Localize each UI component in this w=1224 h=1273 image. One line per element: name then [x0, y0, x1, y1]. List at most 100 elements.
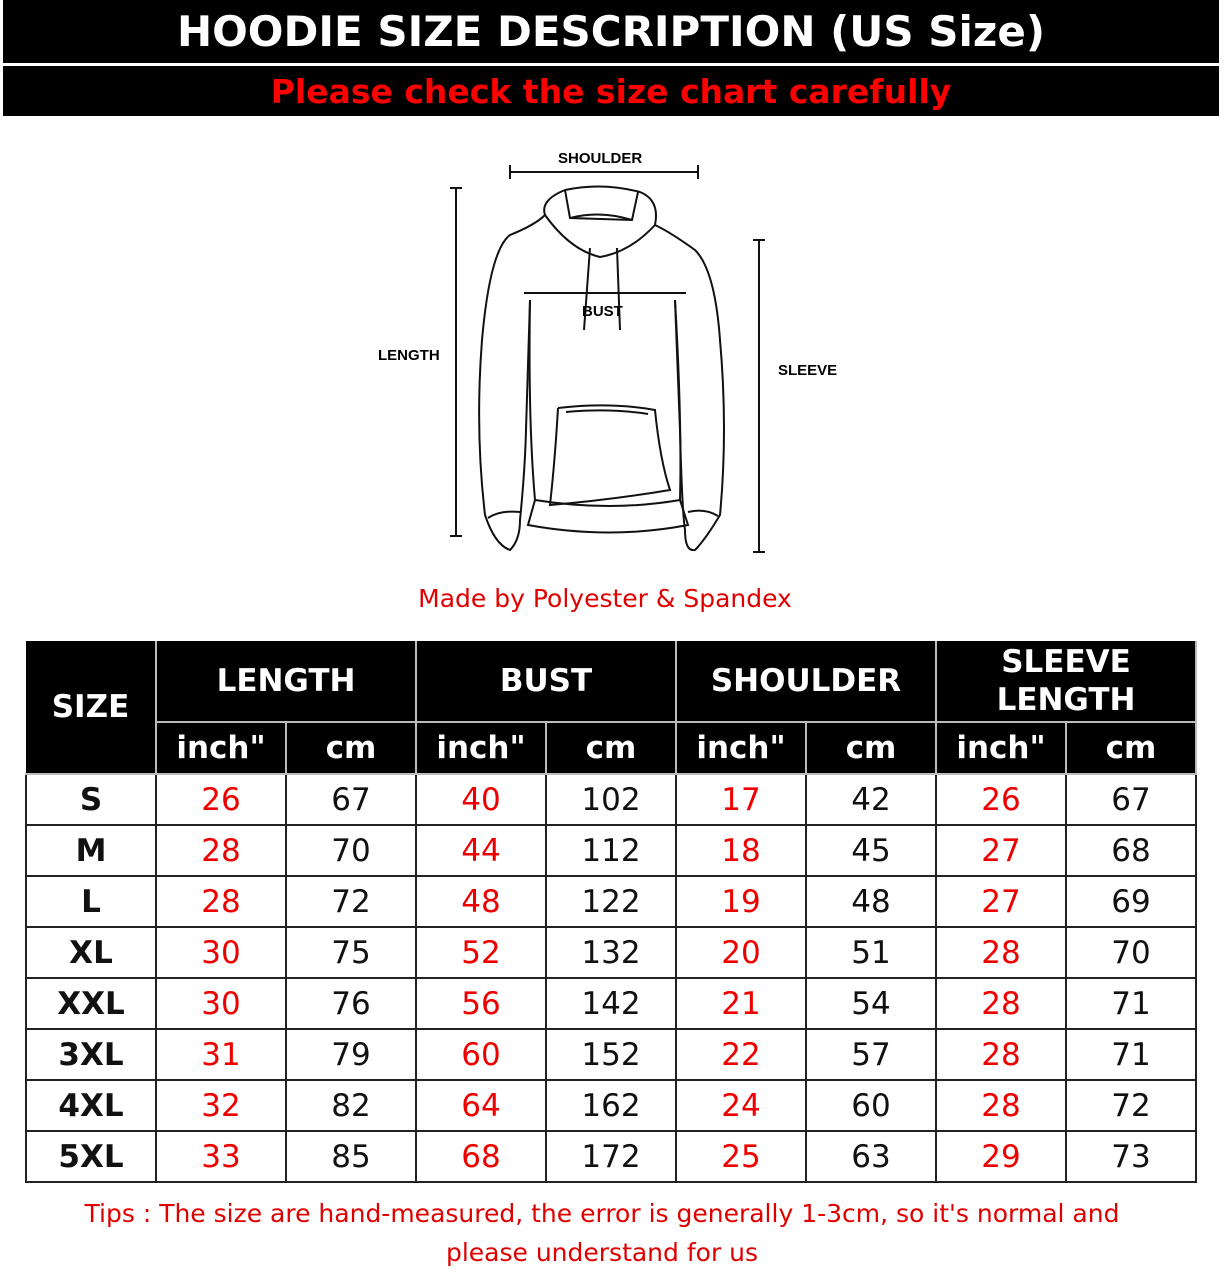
cm-value-cell: 79	[285, 1028, 417, 1081]
cm-value-cell: 152	[545, 1028, 677, 1081]
inch-value-cell: 31	[155, 1028, 287, 1081]
cm-value-cell: 68	[1065, 824, 1197, 877]
inch-value-cell: 17	[675, 773, 807, 826]
inch-value-cell: 28	[935, 1079, 1067, 1132]
inch-value-cell: 30	[155, 926, 287, 979]
inch-value-cell: 32	[155, 1079, 287, 1132]
sleeve-label: SLEEVE	[778, 362, 838, 379]
cm-value-cell: 76	[285, 977, 417, 1030]
size-cell: M	[25, 824, 157, 877]
tips-note: Tips : The size are hand-measured, the e…	[84, 1199, 1120, 1267]
inch-value-cell: 44	[415, 824, 547, 877]
size-header: SIZE	[26, 641, 157, 775]
inch-value-cell: 27	[935, 824, 1067, 877]
cm-value-cell: 63	[805, 1130, 937, 1183]
size-cell: XXL	[25, 977, 157, 1030]
cm-value-cell: 142	[545, 977, 677, 1030]
cm-value-cell: 122	[545, 875, 677, 928]
page-subtitle: Please check the size chart carefully	[3, 66, 1219, 116]
inch-value-cell: 60	[415, 1028, 547, 1081]
cm-value-cell: 51	[805, 926, 937, 979]
size-cell: S	[25, 773, 157, 826]
size-cell: 5XL	[25, 1130, 157, 1183]
unit-cm: cm	[285, 722, 417, 775]
cm-value-cell: 85	[285, 1130, 417, 1183]
sleeve-measure-line	[753, 239, 765, 553]
unit-header-row: inch" cm inch" cm inch" cm inch" cm	[26, 722, 1197, 775]
inch-value-cell: 25	[675, 1130, 807, 1183]
inch-value-cell: 28	[935, 977, 1067, 1030]
inch-value-cell: 26	[155, 773, 287, 826]
table-row: XXL 30 76 56 142 21 54 28 71	[25, 977, 1197, 1030]
length-label: LENGTH	[378, 347, 440, 364]
inch-value-cell: 68	[415, 1130, 547, 1183]
size-cell: 3XL	[25, 1028, 157, 1081]
unit-cm: cm	[545, 722, 677, 775]
cm-value-cell: 112	[545, 824, 677, 877]
inch-value-cell: 24	[675, 1079, 807, 1132]
unit-cm: cm	[805, 722, 937, 775]
inch-value-cell: 33	[155, 1130, 287, 1183]
shoulder-label: SHOULDER	[558, 150, 643, 167]
cm-value-cell: 75	[285, 926, 417, 979]
inch-value-cell: 29	[935, 1130, 1067, 1183]
cm-value-cell: 60	[805, 1079, 937, 1132]
inch-value-cell: 28	[935, 1028, 1067, 1081]
group-header-row: SIZE LENGTH BUST SHOULDER SLEEVE LENGTH	[26, 641, 1197, 775]
unit-inch: inch"	[415, 722, 547, 775]
inch-value-cell: 64	[415, 1079, 547, 1132]
cm-value-cell: 102	[545, 773, 677, 826]
inch-value-cell: 18	[675, 824, 807, 877]
table-row: S 26 67 40 102 17 42 26 67	[25, 773, 1197, 826]
bust-label: BUST	[582, 303, 623, 320]
unit-inch: inch"	[675, 722, 807, 775]
inch-value-cell: 28	[155, 824, 287, 877]
unit-inch: inch"	[935, 722, 1067, 775]
shoulder-header: SHOULDER	[675, 641, 937, 723]
inch-value-cell: 19	[675, 875, 807, 928]
cm-value-cell: 45	[805, 824, 937, 877]
inch-value-cell: 21	[675, 977, 807, 1030]
bust-header: BUST	[415, 641, 677, 723]
hoodie-outline	[478, 185, 725, 552]
inch-value-cell: 26	[935, 773, 1067, 826]
cm-value-cell: 70	[285, 824, 417, 877]
unit-cm: cm	[1065, 722, 1197, 775]
cm-value-cell: 71	[1065, 1028, 1197, 1081]
cm-value-cell: 162	[545, 1079, 677, 1132]
inch-value-cell: 30	[155, 977, 287, 1030]
table-row: L 28 72 48 122 19 48 27 69	[25, 875, 1197, 928]
cm-value-cell: 48	[805, 875, 937, 928]
table-row: 4XL 32 82 64 162 24 60 28 72	[25, 1079, 1197, 1132]
sleeve-length-header: SLEEVE LENGTH	[935, 641, 1197, 723]
page-title: HOODIE SIZE DESCRIPTION (US Size)	[3, 0, 1219, 63]
cm-value-cell: 132	[545, 926, 677, 979]
inch-value-cell: 27	[935, 875, 1067, 928]
unit-inch: inch"	[155, 722, 287, 775]
size-cell: 4XL	[25, 1079, 157, 1132]
inch-value-cell: 48	[415, 875, 547, 928]
cm-value-cell: 54	[805, 977, 937, 1030]
cm-value-cell: 82	[285, 1079, 417, 1132]
inch-value-cell: 28	[935, 926, 1067, 979]
inch-value-cell: 40	[415, 773, 547, 826]
table-row: 3XL 31 79 60 152 22 57 28 71	[25, 1028, 1197, 1081]
table-row: XL 30 75 52 132 20 51 28 70	[25, 926, 1197, 979]
cm-value-cell: 72	[285, 875, 417, 928]
material-note: Made by Polyester & Spandex	[418, 584, 792, 613]
cm-value-cell: 172	[545, 1130, 677, 1183]
table-row: M 28 70 44 112 18 45 27 68	[25, 824, 1197, 877]
cm-value-cell: 57	[805, 1028, 937, 1081]
inch-value-cell: 20	[675, 926, 807, 979]
cm-value-cell: 42	[805, 773, 937, 826]
size-cell: XL	[25, 926, 157, 979]
hoodie-diagram	[450, 165, 765, 553]
cm-value-cell: 72	[1065, 1079, 1197, 1132]
table-row: 5XL 33 85 68 172 25 63 29 73	[25, 1130, 1197, 1183]
length-header: LENGTH	[155, 641, 417, 723]
size-table: SIZE LENGTH BUST SHOULDER SLEEVE LENGTH …	[25, 641, 1197, 1183]
inch-value-cell: 52	[415, 926, 547, 979]
inch-value-cell: 28	[155, 875, 287, 928]
inch-value-cell: 56	[415, 977, 547, 1030]
size-cell: L	[25, 875, 157, 928]
